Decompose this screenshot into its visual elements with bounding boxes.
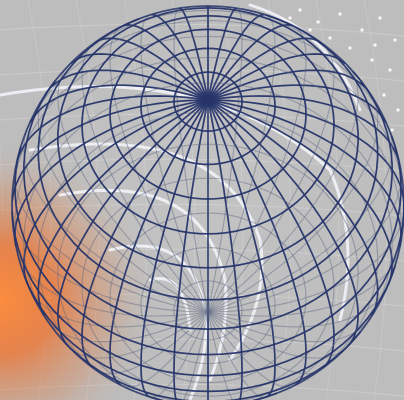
star-dot	[288, 16, 292, 20]
meridian-line	[207, 84, 387, 123]
star-dot	[360, 28, 364, 32]
meridian-line	[207, 99, 394, 286]
meridian-line	[207, 160, 402, 313]
parallel-line	[57, 143, 359, 400]
star-dot	[370, 58, 374, 62]
meridian-line	[207, 311, 373, 343]
parallel-line	[23, 275, 209, 393]
parallel-line	[207, 135, 402, 356]
meridian-line	[67, 311, 209, 359]
meridian-line	[22, 99, 209, 286]
parallel-line	[207, 14, 379, 301]
star-dot	[396, 108, 400, 112]
meridian-line	[11, 200, 209, 313]
meridian-line	[81, 99, 209, 369]
meridian-line	[16, 95, 209, 161]
meridian-line	[27, 284, 209, 328]
meridian-line	[11, 99, 209, 201]
star-dot	[328, 36, 332, 40]
meridian-line	[37, 99, 209, 316]
meridian-line	[151, 13, 209, 101]
star-dot	[390, 128, 394, 132]
parallel-line	[14, 146, 209, 356]
meridian-line	[207, 13, 265, 101]
parallel-line	[140, 247, 276, 365]
parallel-line	[173, 280, 243, 341]
star-dot	[338, 12, 342, 16]
parallel-line	[37, 18, 209, 301]
meridian-line	[207, 95, 400, 161]
meridian-line	[109, 25, 209, 313]
meridian-line	[43, 311, 209, 343]
meridian-line	[95, 37, 209, 101]
star-dot	[388, 68, 392, 72]
meridian-line	[207, 53, 346, 101]
meridian-line	[179, 7, 209, 101]
meridian-line	[207, 99, 359, 347]
globe-outline	[11, 5, 404, 400]
meridian-line	[207, 62, 359, 313]
meridian-line	[207, 311, 234, 400]
meridian-line	[29, 84, 209, 123]
meridian-line	[207, 25, 307, 313]
star-dot	[378, 16, 382, 20]
meridian-line	[37, 92, 209, 313]
meridian-line	[207, 99, 335, 369]
meridian-line	[57, 99, 209, 347]
meridian-line	[14, 160, 209, 313]
parallel-line	[140, 47, 276, 166]
meridian-line	[207, 14, 276, 313]
parallel-line	[57, 7, 359, 269]
meridian-line	[109, 99, 209, 386]
parallel-line	[173, 71, 243, 132]
parallel-line	[81, 177, 335, 397]
north-pole-hub	[202, 94, 214, 107]
parallel-line	[23, 82, 393, 341]
meridian-line	[207, 99, 404, 207]
wireframe-globe	[11, 5, 404, 400]
star-dot	[382, 93, 386, 97]
parallel-line	[20, 20, 393, 148]
meridian-line	[207, 92, 379, 313]
meridian-line	[207, 311, 349, 359]
parallel-line	[109, 28, 307, 200]
parallel-line	[11, 35, 404, 212]
parallel-line	[109, 212, 307, 384]
star-dot	[298, 8, 302, 12]
star-dot	[316, 20, 320, 24]
meridian-line	[207, 7, 237, 101]
meridian-line	[207, 99, 379, 316]
parallel-line	[11, 211, 209, 377]
star-dot	[348, 46, 352, 50]
meridian-line	[57, 62, 209, 313]
meridian-line	[182, 311, 209, 400]
meridian-line	[70, 53, 209, 101]
star-dot	[373, 43, 377, 47]
parallel-line	[81, 14, 335, 235]
star-dot	[393, 38, 397, 42]
star-dot	[308, 28, 312, 32]
meridian-line	[207, 205, 404, 313]
parallel-line	[207, 71, 393, 330]
parallel-line	[207, 200, 404, 377]
meridian-line	[207, 99, 307, 386]
meridian-line	[207, 37, 321, 101]
parallel-line	[23, 80, 209, 330]
meridian-line	[207, 284, 389, 328]
